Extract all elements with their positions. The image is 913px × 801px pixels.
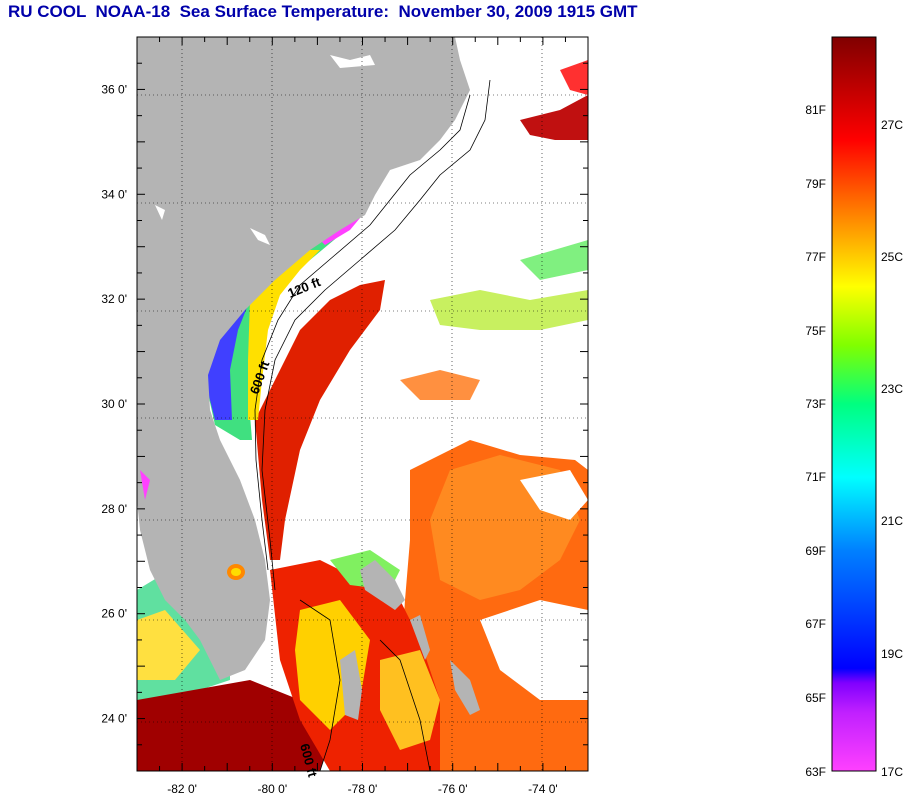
colorbar-fahrenheit-label: 81F	[805, 103, 826, 118]
colorbar-fahrenheit-label: 67F	[805, 617, 826, 632]
map-title: RU COOL NOAA-18 Sea Surface Temperature:…	[8, 2, 638, 21]
colorbar-celsius-label: 25C	[881, 250, 904, 265]
lat-tick-label: 36 0'	[101, 82, 127, 96]
cold-band-green	[205, 215, 360, 440]
lon-tick-label: -78 0'	[348, 782, 378, 796]
colorbar-celsius-label: 17C	[881, 765, 904, 779]
colorbar	[831, 36, 877, 772]
colorbar-celsius-label: 19C	[881, 646, 904, 661]
sst-north-red	[520, 95, 588, 140]
lon-tick-label: -74 0'	[528, 782, 558, 796]
andros-island	[340, 650, 362, 720]
colorbar-fahrenheit-label: 75F	[805, 323, 826, 338]
lat-tick-label: 24 0'	[101, 712, 127, 726]
lon-tick-label: -76 0'	[438, 782, 468, 796]
colorbar-fahrenheit-label: 73F	[805, 397, 826, 411]
colorbar-fahrenheit-label: 65F	[805, 690, 826, 705]
colorbar-celsius-label: 23C	[881, 382, 904, 397]
colorbar-celsius-label: 21C	[881, 514, 904, 529]
lat-tick-label: 34 0'	[101, 187, 127, 201]
lat-tick-label: 26 0'	[101, 607, 127, 621]
florida-straits-darkred	[137, 680, 330, 771]
isobaths	[254, 79, 491, 771]
lat-tick-label: 32 0'	[101, 292, 127, 306]
cold-band-yellow	[248, 250, 320, 420]
gulf-stream	[255, 280, 385, 560]
lat-tick-label: 30 0'	[101, 397, 127, 411]
land	[137, 37, 480, 720]
axis-ticks: -82 0' -80 0' -78 0' -76 0' -74 0' 36 0' 34 0'…	[101, 36, 589, 796]
colorbar-fahrenheit-label: 71F	[805, 470, 826, 485]
colorbar-fahrenheit-label: 69F	[805, 543, 826, 558]
colorbar-fahrenheit-label: 77F	[805, 250, 826, 265]
colorbar-fahrenheit-label: 63F	[805, 765, 826, 779]
us-mainland	[137, 37, 470, 680]
lon-tick-label: -82 0'	[167, 782, 197, 796]
lat-tick-label: 28 0'	[101, 502, 127, 516]
colorbar-fahrenheit-label: 79F	[805, 176, 826, 191]
colorbar-celsius-label: 27C	[881, 118, 904, 133]
lon-tick-label: -80 0'	[257, 782, 287, 796]
grand-bahama	[360, 560, 405, 610]
